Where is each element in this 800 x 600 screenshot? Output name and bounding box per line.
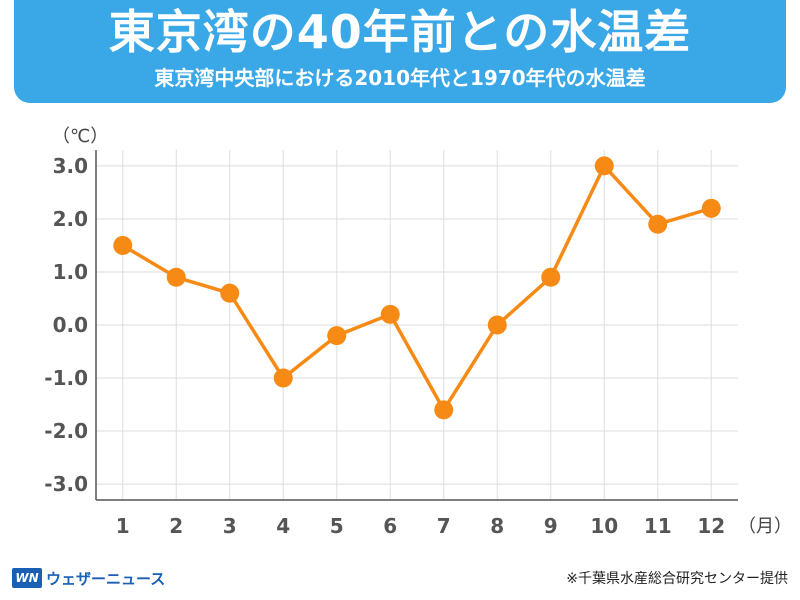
logo-text: ウェザーニュース	[46, 569, 166, 588]
y-tick-label: -3.0	[44, 472, 88, 496]
y-tick-label: -1.0	[44, 366, 88, 390]
x-tick-label: 6	[383, 514, 397, 538]
series-water-temp-diff	[113, 156, 721, 420]
y-tick-label: 2.0	[53, 207, 88, 231]
page-title: 東京湾の40年前との水温差	[108, 5, 692, 59]
data-point	[380, 304, 400, 324]
grid	[96, 150, 738, 500]
axes: 3.02.01.00.0-1.0-2.0-3.01 2 3 4 5 6 7 8 9 10 11 12	[44, 150, 738, 538]
y-tick-label: -2.0	[44, 419, 88, 443]
x-tick-label: 9	[544, 514, 558, 538]
y-tick-label: 0.0	[53, 313, 88, 337]
data-point	[648, 214, 668, 234]
data-point	[594, 156, 614, 176]
data-point	[273, 368, 293, 388]
x-tick-label: 5	[330, 514, 344, 538]
data-point	[327, 326, 347, 346]
x-tick-label: 7	[437, 514, 451, 538]
x-tick-label: 4	[276, 514, 290, 538]
source-credit: ※千葉県水産総合研究センター提供	[566, 571, 788, 587]
data-point	[220, 283, 240, 303]
x-tick-label: 3	[223, 514, 237, 538]
weathernews-logo: WN ウェザーニュース	[12, 566, 165, 590]
data-point	[166, 267, 186, 287]
page-subtitle: 東京湾中央部における2010年代と1970年代の水温差	[154, 66, 646, 90]
logo-mark: WN	[12, 568, 42, 588]
data-point	[434, 400, 454, 420]
y-tick-label: 1.0	[53, 260, 88, 284]
x-tick-label: 1	[116, 514, 130, 538]
header-banner: 東京湾の40年前との水温差 東京湾中央部における2010年代と1970年代の水温…	[14, 0, 786, 103]
y-tick-label: 3.0	[53, 154, 88, 178]
y-axis-label: （℃）	[52, 126, 108, 147]
x-tick-label: 10	[590, 514, 618, 538]
series-line	[121, 164, 712, 412]
data-point	[487, 315, 507, 335]
x-tick-label: 2	[169, 514, 183, 538]
x-tick-label: 12	[697, 514, 725, 538]
x-tick-label: 11	[644, 514, 672, 538]
x-axis-label: （月）	[738, 516, 792, 537]
data-point	[113, 235, 133, 255]
x-tick-label: 8	[490, 514, 504, 538]
data-point	[541, 267, 561, 287]
data-point	[701, 198, 721, 218]
